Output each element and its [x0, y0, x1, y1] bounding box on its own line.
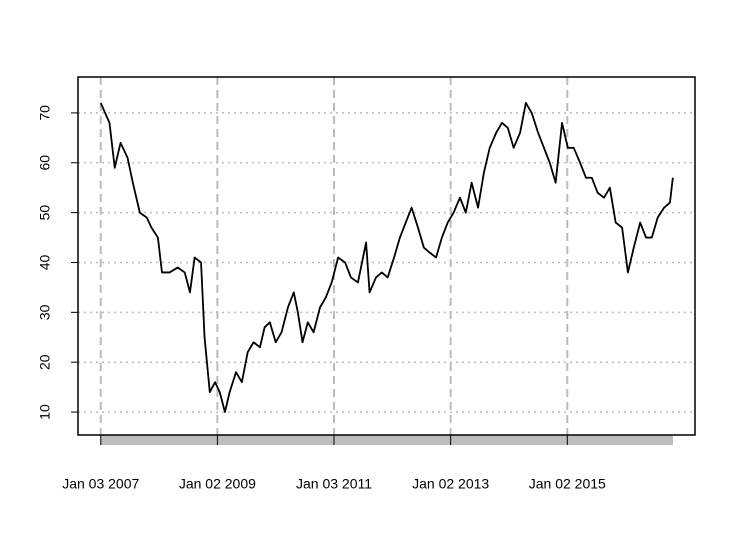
x-tick-label: Jan 02 2015: [529, 476, 606, 492]
plot-frame: [77, 76, 696, 436]
x-tick-label: Jan 03 2007: [62, 476, 139, 492]
plot-layer: 10 20 30 40 50 60 70 Jan 03 2007 Jan 02 2009 Jan …: [37, 77, 695, 492]
x-tick-label: Jan 02 2013: [412, 476, 489, 492]
y-tick-label: 30: [37, 304, 53, 320]
y-tick-label: 20: [37, 354, 53, 370]
x-tick-label: Jan 02 2009: [179, 476, 256, 492]
y-tick-label: 70: [37, 105, 53, 121]
y-tick-label: 50: [37, 205, 53, 221]
y-tick-label: 10: [37, 404, 53, 420]
y-tick-label: 40: [37, 254, 53, 270]
y-tick-label: 60: [37, 155, 53, 171]
time-bar: [101, 435, 673, 445]
x-tick-label: Jan 03 2011: [296, 476, 372, 492]
price-line: [99, 102, 674, 413]
